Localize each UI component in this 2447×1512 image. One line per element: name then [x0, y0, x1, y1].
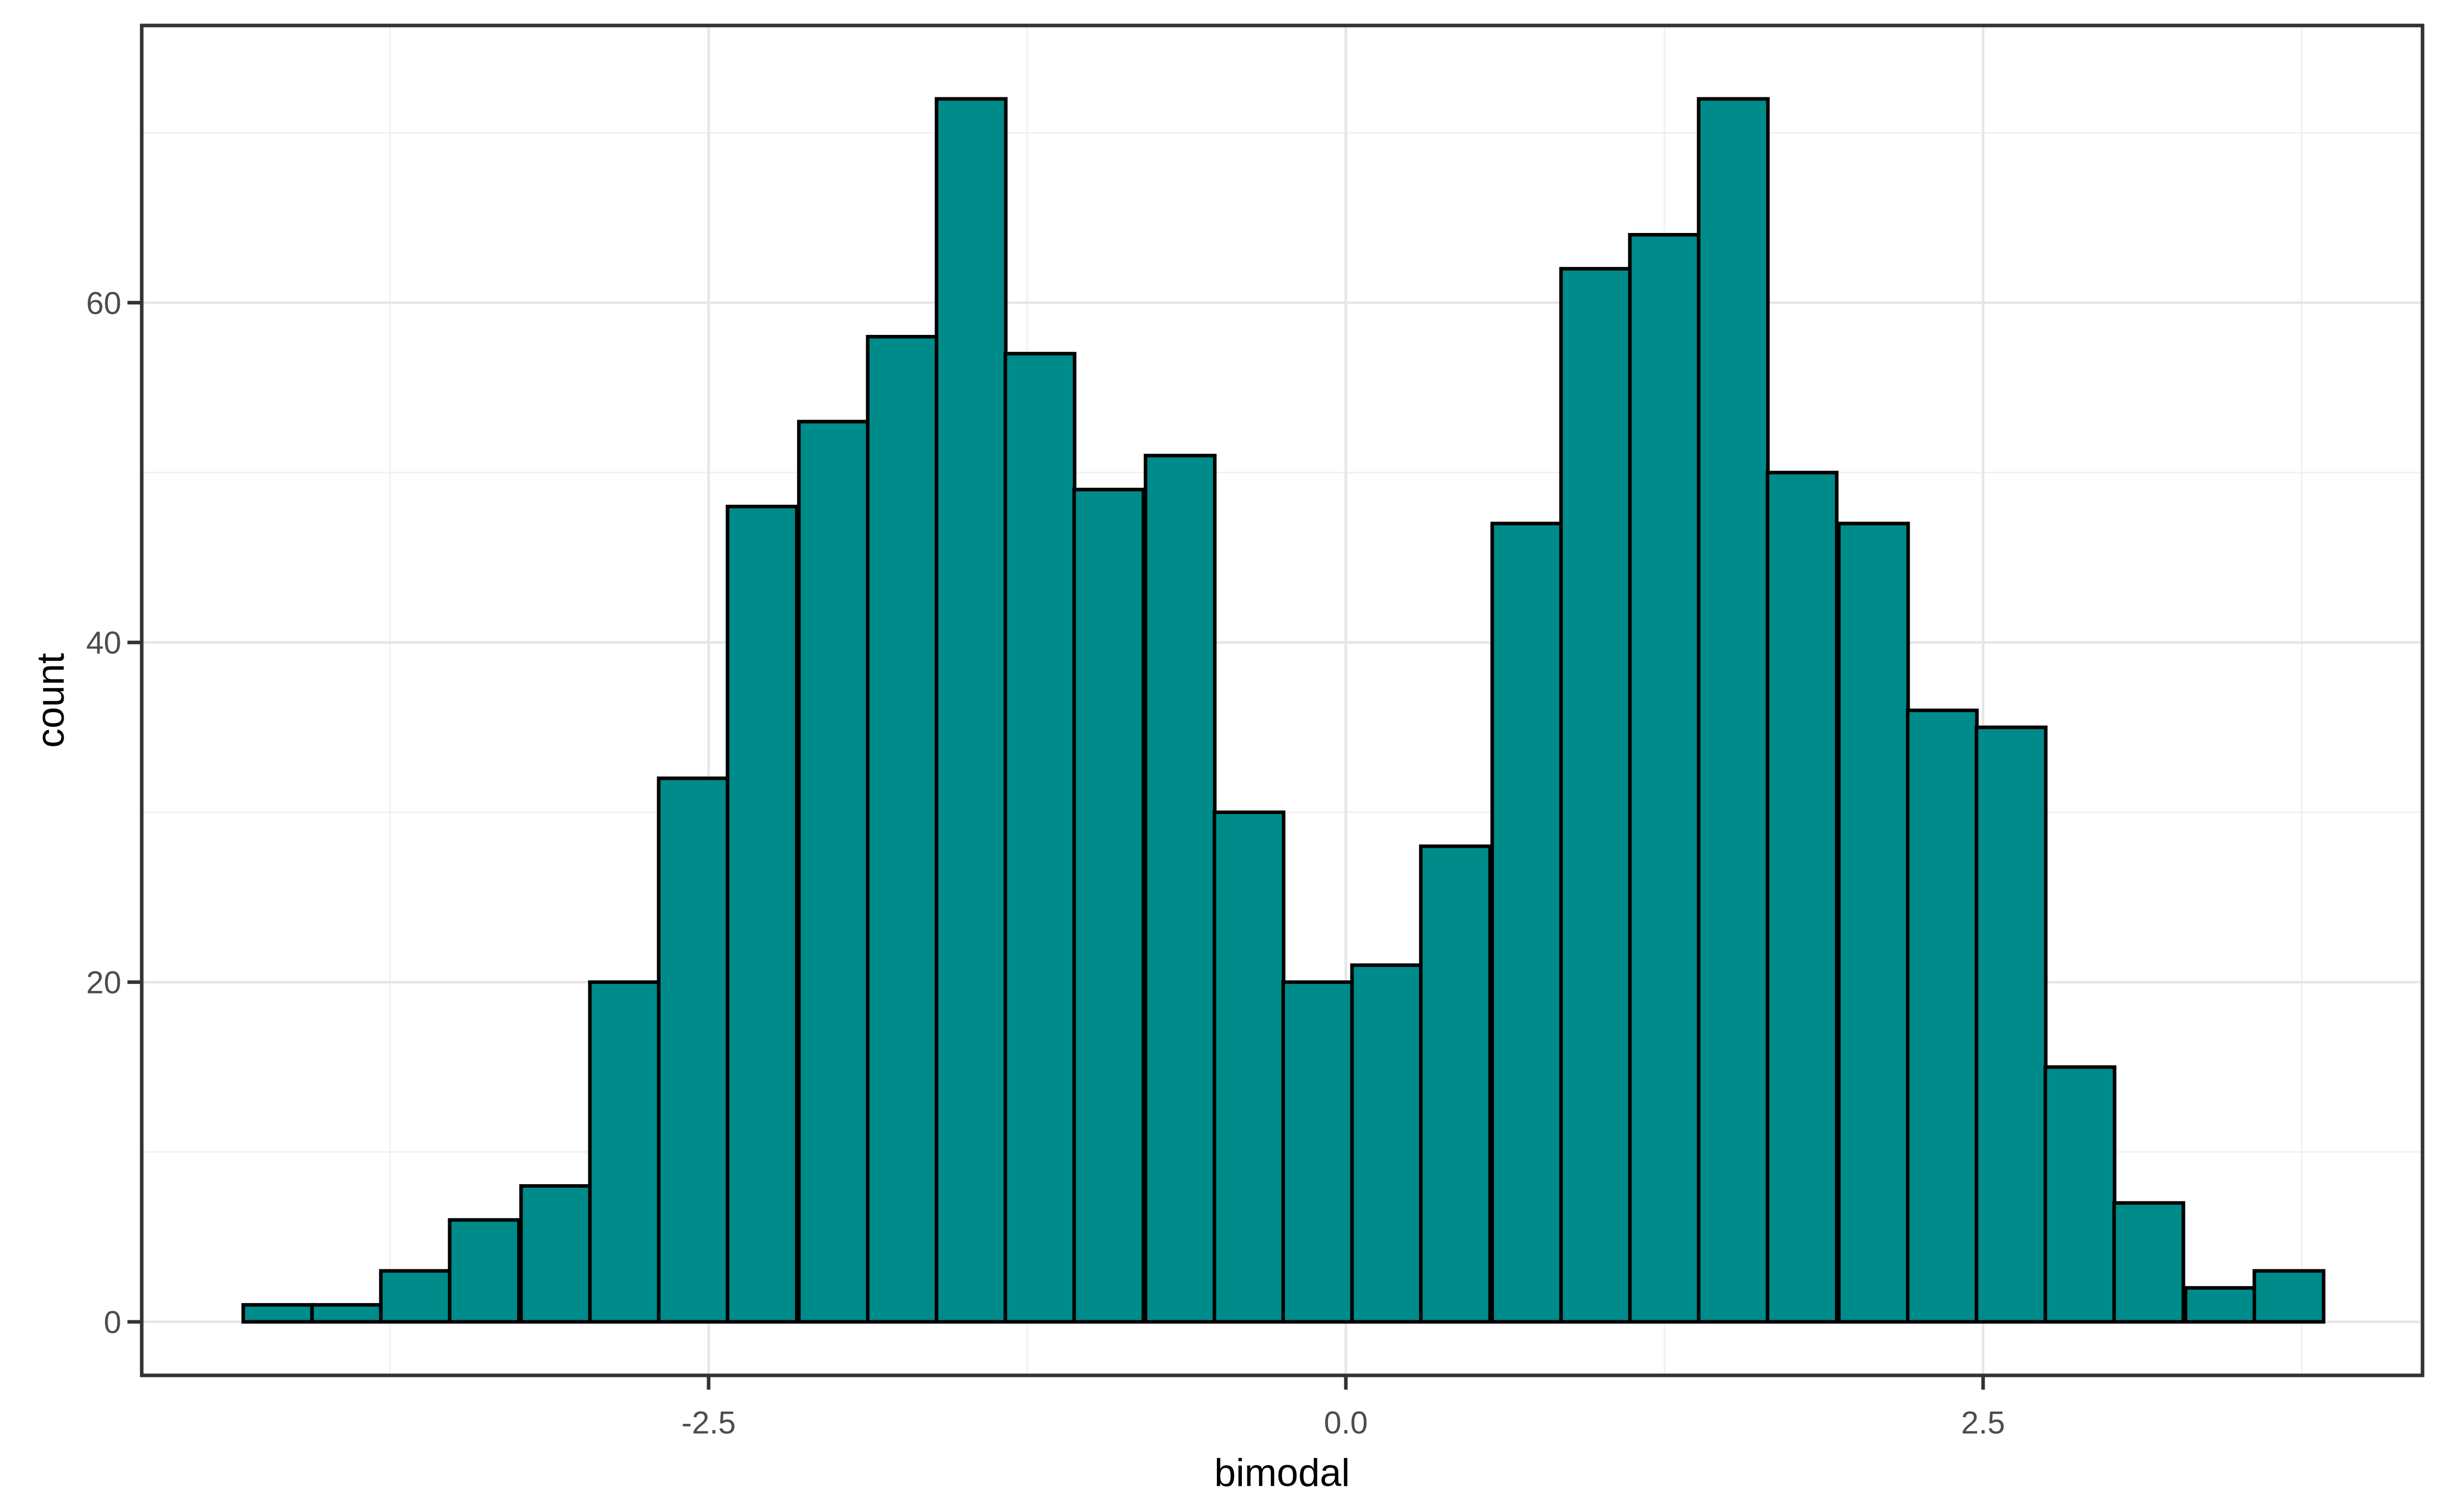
histogram-bar — [1003, 352, 1077, 1324]
y-tick-label: 60 — [86, 286, 121, 321]
y-tick-label: 0 — [104, 1305, 121, 1340]
histogram-bar — [1212, 810, 1286, 1324]
y-axis-title: count — [29, 653, 72, 748]
histogram-bar — [1906, 708, 1979, 1324]
histogram-bar — [657, 776, 730, 1324]
y-tick-label: 40 — [86, 625, 121, 661]
histogram-bar — [1350, 963, 1423, 1324]
y-tick-label: 20 — [86, 966, 121, 1001]
histogram-bar — [1281, 980, 1355, 1324]
histogram-bar — [797, 420, 870, 1324]
histogram-bar — [310, 1303, 383, 1324]
histogram-bar — [934, 97, 1008, 1324]
histogram-bar — [725, 505, 799, 1324]
histogram-bar — [1837, 522, 1910, 1324]
histogram-bar — [588, 980, 661, 1324]
x-axis-title: bimodal — [1214, 1451, 1350, 1495]
x-tick-label: 2.5 — [1961, 1405, 2005, 1441]
histogram-bar — [1143, 454, 1217, 1324]
histogram-bar — [2043, 1065, 2117, 1324]
histogram-bar — [519, 1184, 592, 1324]
histogram-bar — [1419, 844, 1492, 1324]
panel-border — [140, 23, 2425, 1377]
histogram-bar — [2252, 1269, 2326, 1324]
histogram-bar — [866, 334, 939, 1324]
histogram-bar — [241, 1303, 315, 1324]
x-tick-label: 0.0 — [1324, 1405, 1368, 1441]
histogram-bar — [1559, 267, 1632, 1324]
histogram-bar — [379, 1269, 452, 1324]
histogram-bar — [1697, 97, 1770, 1324]
histogram-bar — [1765, 471, 1839, 1324]
histogram-bar — [448, 1218, 521, 1324]
histogram-bar — [1628, 233, 1701, 1324]
histogram-bar — [2112, 1201, 2185, 1324]
histogram-bar — [1490, 522, 1564, 1324]
x-tick-label: -2.5 — [682, 1405, 736, 1441]
histogram-bar — [1072, 487, 1146, 1324]
histogram-bar — [1974, 725, 2048, 1324]
histogram-bar — [2183, 1286, 2257, 1324]
